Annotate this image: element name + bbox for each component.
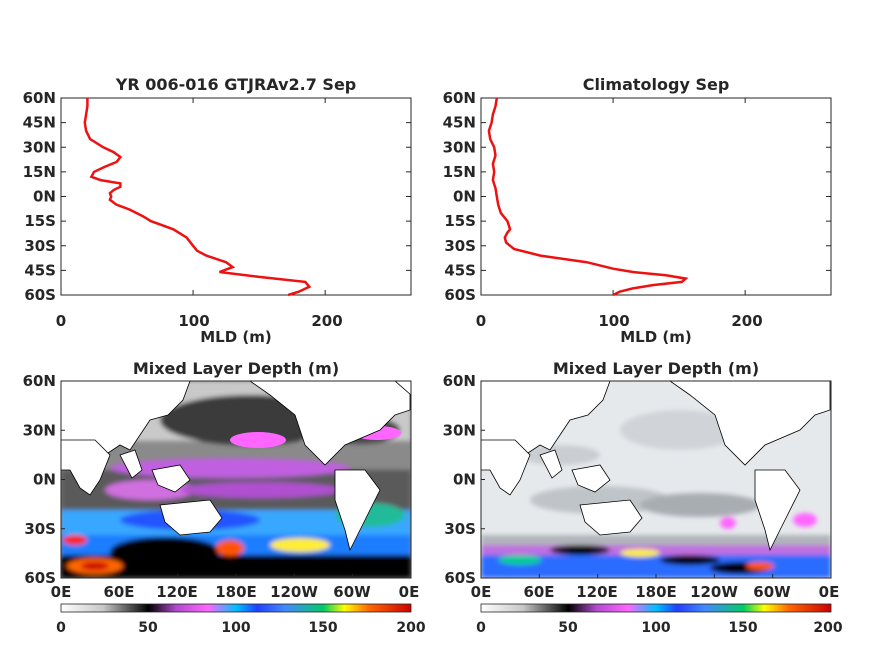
y-tick-label: 30N [23,421,56,439]
y-tick-label: 60S [24,286,56,304]
map-panel-right: Mixed Layer Depth (m) [443,359,843,636]
y-tick-label: 30N [23,138,56,156]
y-tick-label: 45S [24,261,56,279]
y-tick-label: 60S [24,569,56,587]
y-tick-label: 30N [443,138,476,156]
y-tick-label: 15S [24,212,56,230]
x-tick-label: 100 [598,312,629,330]
colorbar: 0 50 100 150 200 [56,603,426,636]
y-tick-label: 45S [444,261,476,279]
y-tick-label: 60N [443,89,476,107]
x-tick-label: 60E [103,583,134,601]
x-tick-label: 120W [690,583,738,601]
mld-profile-line [487,97,689,297]
x-tick-label: 60W [333,583,371,601]
y-tick-label: 0N [33,471,56,489]
x-tick-label: 0E [471,583,492,601]
x-tick-label: 0E [399,583,420,601]
axis-ticks: 60N 30N 0N 30S 60S [23,372,412,587]
x-tick-label: 0 [56,312,66,330]
y-tick-label: 60N [23,89,56,107]
y-tick-label: 0N [453,188,476,206]
colorbar-tick-label: 0 [476,620,486,636]
x-tick-label: 0E [819,583,840,601]
x-tick-label: 60E [523,583,554,601]
y-tick-label: 30N [443,421,476,439]
colorbar-tick-label: 0 [56,620,66,636]
map-panel-left: Mixed Layer Depth (m) [23,359,426,636]
plot-area [480,97,832,296]
axis-ticks: 60N 45N 30N 15N 0N 15S 30S 45S 60S [23,89,411,304]
panel-title: Climatology Sep [583,75,730,94]
colorbar-tick-label: 100 [641,620,670,636]
mld-profile-line [83,98,312,297]
y-tick-label: 30S [444,520,476,538]
y-tick-label: 15N [23,163,56,181]
colorbar-tick-label: 100 [221,620,250,636]
y-tick-label: 30S [24,237,56,255]
y-tick-label: 0N [33,188,56,206]
y-tick-label: 60S [444,286,476,304]
y-tick-label: 60N [23,372,56,390]
colorbar-tick-label: 50 [138,620,158,636]
panel-title: Mixed Layer Depth (m) [553,359,759,378]
x-tick-label: 120E [156,583,198,601]
axis-ticks: 60N 30N 0N 30S 60S [443,372,832,587]
plot-area [60,97,412,296]
x-tick-label: 120W [270,583,318,601]
x-tick-label: 200 [311,312,342,330]
y-tick-label: 30S [444,237,476,255]
x-tick-label: 180E [635,583,677,601]
colorbar: 0 50 100 150 200 [476,603,843,636]
x-axis-label: MLD (m) [620,328,692,346]
colorbar-tick-label: 200 [813,620,842,636]
colorbar-tick-label: 200 [396,620,425,636]
y-tick-label: 15S [444,212,476,230]
colorbar-tick-label: 150 [308,620,337,636]
panel-title: YR 006-016 GTJRAv2.7 Sep [115,75,357,94]
colorbar-tick-label: 150 [728,620,757,636]
y-tick-label: 0N [453,471,476,489]
y-tick-label: 30S [24,520,56,538]
x-axis-label: MLD (m) [200,328,272,346]
x-tick-label: 180E [215,583,257,601]
x-tick-label: 0 [476,312,486,330]
colorbar-tick-label: 50 [558,620,578,636]
mld-heatmap [61,381,411,578]
x-tick-label: 120E [576,583,618,601]
y-tick-label: 45N [443,114,476,132]
y-tick-label: 60S [444,569,476,587]
profile-panel-right: Climatology Sep 60N45N30N15N0N15S30S45S6… [443,75,832,346]
profile-panel-left: YR 006-016 GTJRAv2.7 Sep 60N 45N 30N 15N 0N 1… [23,75,412,346]
panel-title: Mixed Layer Depth (m) [133,359,339,378]
x-tick-label: 0E [51,583,72,601]
x-tick-label: 200 [731,312,762,330]
y-tick-label: 45N [23,114,56,132]
y-tick-label: 15N [443,163,476,181]
y-tick-label: 60N [443,372,476,390]
mld-heatmap [481,381,831,578]
x-tick-label: 60W [753,583,791,601]
x-tick-label: 100 [178,312,209,330]
